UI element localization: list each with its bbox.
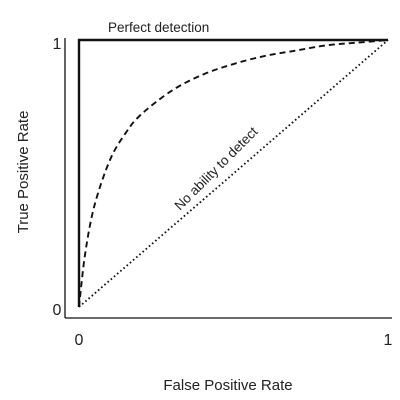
x-tick-label-0: 0 bbox=[75, 332, 84, 349]
series-line-dashed bbox=[78, 39, 389, 308]
axes bbox=[64, 38, 392, 319]
y-tick-label-1: 1 bbox=[53, 36, 62, 53]
annotation-perfect-detection: Perfect detection bbox=[108, 20, 209, 35]
series-layer bbox=[77, 38, 389, 308]
x-tick-label-1: 1 bbox=[384, 332, 393, 349]
x-axis-label: False Positive Rate bbox=[163, 377, 292, 394]
annotation-no-ability-to-detect: No ability to detect bbox=[172, 124, 261, 213]
y-axis-label: True Positive Rate bbox=[15, 111, 32, 234]
series-line-dotted bbox=[78, 39, 389, 308]
y-tick-label-0: 0 bbox=[53, 302, 62, 319]
series-line-solid bbox=[77, 38, 388, 307]
